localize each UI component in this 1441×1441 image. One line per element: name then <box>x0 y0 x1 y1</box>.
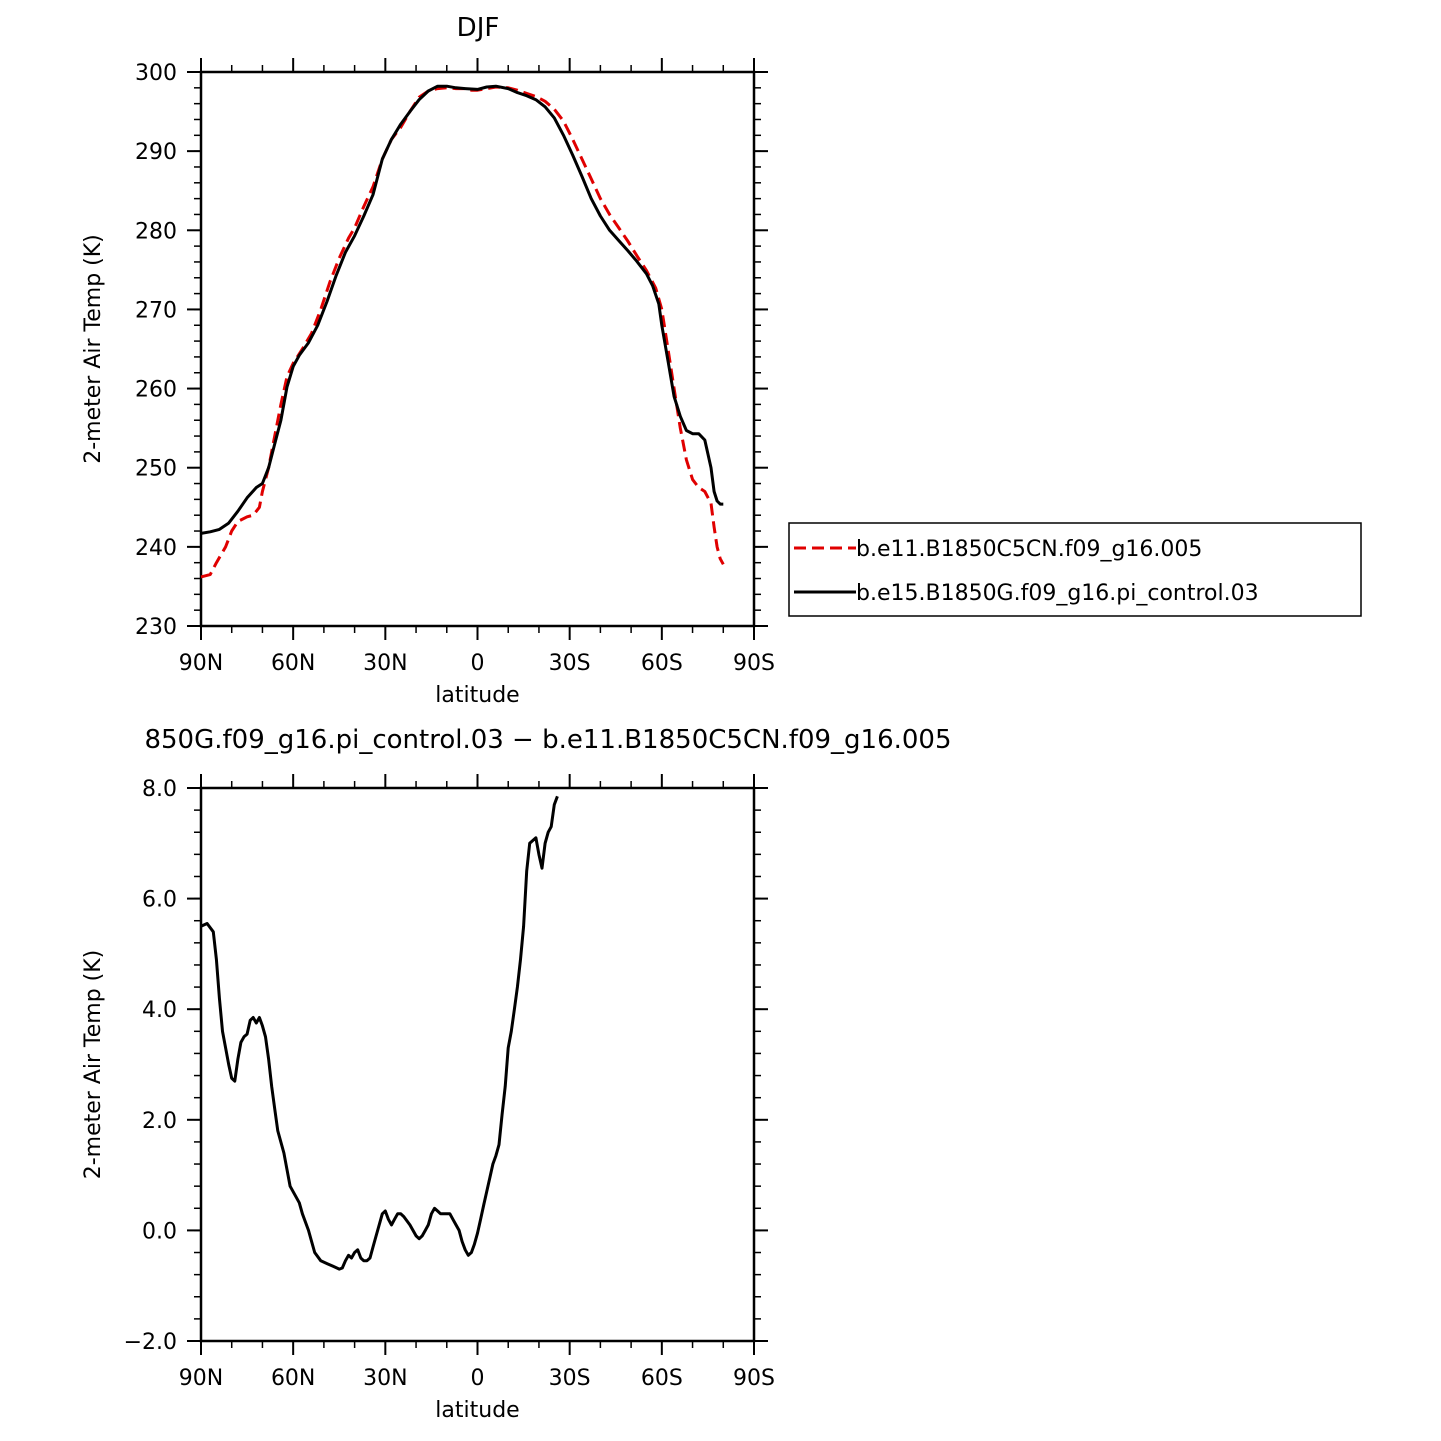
x-tick-label: 60N <box>271 1366 315 1391</box>
y-tick-label: 8.0 <box>142 777 177 802</box>
x-tick-label: 90S <box>733 1366 775 1391</box>
y-tick-label: −2.0 <box>124 1330 177 1355</box>
legend: b.e11.B1850C5CN.f09_g16.005 b.e15.B1850G.… <box>788 522 1362 617</box>
x-tick-label: 30N <box>363 651 407 676</box>
x-tick-label: 0 <box>471 651 485 676</box>
x-tick-label: 60S <box>641 651 683 676</box>
x-tick-label: 30S <box>549 1366 591 1391</box>
top-panel-djf-temperature: DJF 90N 60N 30N 0 30S 60S 90S 230 240 250 260 270 280… <box>81 13 775 708</box>
y-tick-label: 280 <box>135 219 177 244</box>
x-tick-label: 90N <box>179 651 223 676</box>
y-tick-label: 250 <box>135 457 177 482</box>
bottom-panel-temperature-difference: 850G.f09_g16.pi_control.03 − b.e11.B1850… <box>81 725 952 1423</box>
chart-title: 850G.f09_g16.pi_control.03 − b.e11.B1850… <box>144 725 951 755</box>
y-tick-label: 2.0 <box>142 1109 177 1134</box>
y-tick-label: 230 <box>135 615 177 640</box>
legend-entry-1: b.e15.B1850G.f09_g16.pi_control.03 <box>856 581 1259 606</box>
series-line-1 <box>200 84 724 535</box>
series-line-0 <box>200 85 725 579</box>
chart-title: DJF <box>457 13 500 43</box>
y-tick-label: 6.0 <box>142 888 177 913</box>
y-axis-label: 2-meter Air Temp (K) <box>81 234 106 464</box>
plot-frame <box>199 786 756 1343</box>
y-axis-label: 2-meter Air Temp (K) <box>81 950 106 1180</box>
x-tick-label: 60N <box>271 651 315 676</box>
legend-box <box>788 522 1362 617</box>
y-tick-label: 4.0 <box>142 998 177 1023</box>
x-axis-label: latitude <box>435 1398 519 1423</box>
x-tick-label: 30S <box>549 651 591 676</box>
y-tick-label: 290 <box>135 140 177 165</box>
x-tick-label: 90N <box>179 1366 223 1391</box>
y-tick-label: 0.0 <box>142 1219 177 1244</box>
y-tick-label: 260 <box>135 378 177 403</box>
x-tick-label: 60S <box>641 1366 683 1391</box>
plot-frame <box>199 70 756 628</box>
series-line-0 <box>200 795 559 1271</box>
x-tick-label: 90S <box>733 651 775 676</box>
legend-entry-0: b.e11.B1850C5CN.f09_g16.005 <box>856 537 1202 562</box>
x-tick-label: 0 <box>471 1366 485 1391</box>
y-tick-label: 270 <box>135 298 177 323</box>
x-tick-label: 30N <box>363 1366 407 1391</box>
y-tick-label: 240 <box>135 536 177 561</box>
x-axis-label: latitude <box>435 683 519 708</box>
y-tick-label: 300 <box>135 61 177 86</box>
